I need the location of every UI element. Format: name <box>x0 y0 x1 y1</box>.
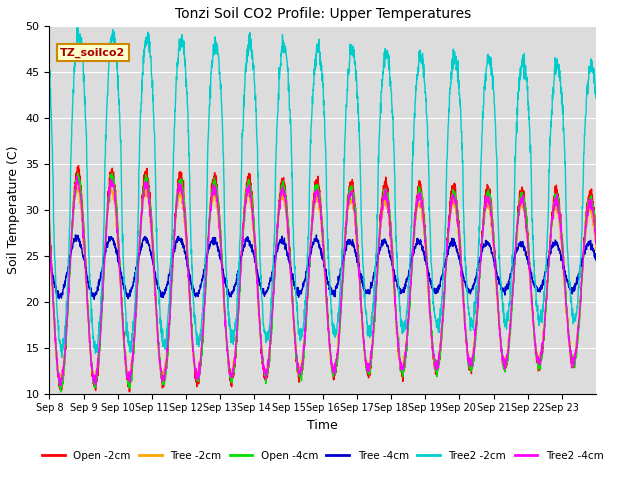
Legend: Open -2cm, Tree -2cm, Open -4cm, Tree -4cm, Tree2 -2cm, Tree2 -4cm: Open -2cm, Tree -2cm, Open -4cm, Tree -4… <box>38 446 608 465</box>
Y-axis label: Soil Temperature (C): Soil Temperature (C) <box>7 146 20 274</box>
Title: Tonzi Soil CO2 Profile: Upper Temperatures: Tonzi Soil CO2 Profile: Upper Temperatur… <box>175 7 471 21</box>
Text: TZ_soilco2: TZ_soilco2 <box>60 48 125 58</box>
X-axis label: Time: Time <box>307 419 338 432</box>
